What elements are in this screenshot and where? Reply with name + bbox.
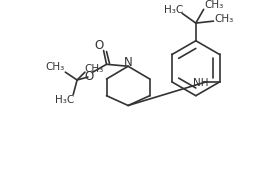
Text: CH₃: CH₃: [45, 62, 64, 72]
Text: H₃C: H₃C: [164, 5, 183, 15]
Text: CH₃: CH₃: [205, 0, 224, 10]
Text: O: O: [84, 70, 94, 83]
Text: H₃C: H₃C: [55, 95, 74, 105]
Text: NH: NH: [193, 78, 209, 88]
Text: CH₃: CH₃: [215, 14, 234, 24]
Text: O: O: [94, 39, 103, 52]
Text: N: N: [124, 56, 132, 69]
Text: CH₃: CH₃: [84, 64, 103, 74]
